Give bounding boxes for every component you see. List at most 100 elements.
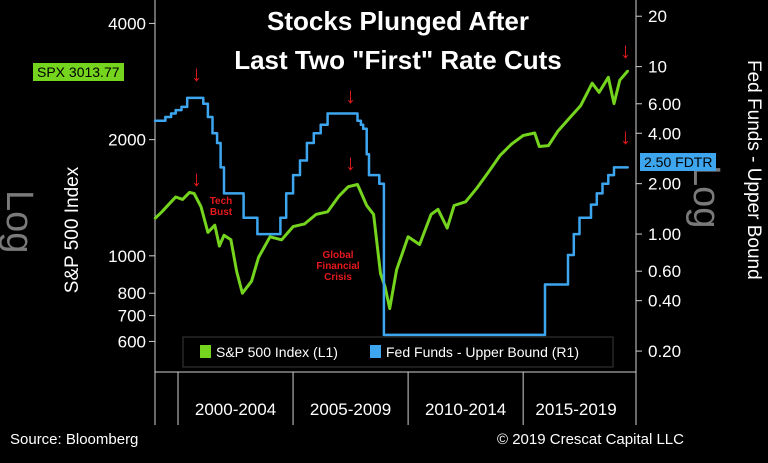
spx-point [487,170,490,174]
spx-point [153,217,157,220]
right-tick-label: 0.20 [648,342,681,361]
copyright-note: © 2019 Crescat Capital LLC [497,431,684,448]
spx-point [181,198,184,201]
fed-funds-point [242,216,245,219]
fed-funds-point [601,182,604,185]
spx-point [591,82,594,85]
spx-point [372,213,375,216]
chart-title-line-1: Stocks Plunged After [267,6,529,36]
spx-point [533,131,536,135]
left-tick-label: 800 [118,284,146,303]
fed-funds-point [578,216,581,219]
spx-point [356,183,359,186]
spx-point [365,204,368,207]
spx-point [547,144,550,147]
spx-point [510,142,513,146]
axis-layer: 2000-2004 2005-2009 2010-2014 2015-2019 600 7… [108,7,681,425]
spx-point [192,192,196,195]
right-tick-label: 6.00 [648,95,681,114]
legend-swatch [200,345,211,358]
fed-funds-point [222,192,226,195]
fed-funds-point [174,108,177,112]
arrow-down-icon: ↓ [191,61,202,86]
spx-point [235,270,238,273]
fed-funds-point [612,166,616,169]
spx-point [429,213,433,216]
right-tick-label: 1.00 [648,225,681,244]
left-tick-label: 2000 [108,131,146,150]
fed-funds-point [543,283,547,286]
spx-point [280,238,283,241]
chart-title-line-2: Last Two "First" Rate Cuts [234,45,562,75]
fed-funds-point [256,232,259,236]
fed-funds-point [572,232,575,236]
left-tick-label: 600 [118,332,146,351]
fed-funds-point [199,96,203,100]
spx-point [199,205,203,208]
spx-point [291,225,295,228]
fed-funds-point [626,166,629,169]
series-layer [153,69,629,337]
x-tick-label: 2010-2014 [425,400,506,419]
fed-funds-point [319,123,322,126]
annotation-gfc: Global Financial Crisis [316,250,360,283]
spx-point [303,222,306,226]
spx-point [213,224,216,227]
fed-funds-point [285,192,288,195]
spx-point [337,194,341,198]
fed-funds-point [180,105,183,109]
spx-point [229,238,233,241]
spx-point [475,186,479,189]
fed-funds-point [312,132,315,135]
left-tick-label: 4000 [108,14,146,33]
fed-funds-point [186,96,189,100]
fed-funds-point [595,192,598,195]
fed-funds-point [365,153,368,156]
spx-last-value-tag: SPX 3013.77 [33,63,124,81]
fed-funds-point [382,333,386,337]
fed-funds-point [326,112,329,115]
right-tick-label: 10 [648,58,667,77]
arrow-down-icon: ↓ [620,38,631,63]
fdtr-last-value-tag: 2.50 FDTR [640,153,717,171]
arrow-down-icon: ↓ [620,124,631,149]
spx-point [250,279,253,283]
right-axis-log-mark: Log [685,165,727,229]
spx-point [257,256,260,259]
fed-funds-point [153,119,157,123]
fed-funds-point [202,102,205,106]
spx-point [418,243,421,246]
spx-point [388,307,391,310]
annotation-tech-bust: Tech Bust [209,196,233,218]
spx-point [498,154,502,157]
fed-funds-point [362,127,365,130]
spx-point [188,191,191,194]
spx-point [160,210,164,213]
spx-point [464,200,467,203]
fed-funds-point [359,123,363,126]
fed-funds-point [291,173,295,177]
spx-point [174,195,177,199]
x-tick-label: 2015-2019 [535,400,616,419]
spx-point [597,91,601,94]
right-tick-label: 0.60 [648,262,681,281]
spx-point [452,204,456,207]
chart-frame [154,0,637,425]
spx-point [314,213,318,216]
spx-point [379,272,382,275]
spx-point [446,226,449,230]
fed-funds-point [279,216,282,219]
spx-point [579,104,582,107]
source-note: Source: Bloomberg [10,431,139,448]
fed-funds-point [607,173,610,177]
x-tick-label: 2005-2009 [310,400,391,419]
legend-box [182,336,614,368]
spx-point [568,117,571,120]
spx-point [268,235,272,238]
left-tick-label: 1000 [108,247,146,266]
spx-point [556,130,559,133]
x-tick-label: 2000-2004 [195,400,276,419]
spx-point [626,69,629,73]
fed-funds-point [356,119,359,123]
